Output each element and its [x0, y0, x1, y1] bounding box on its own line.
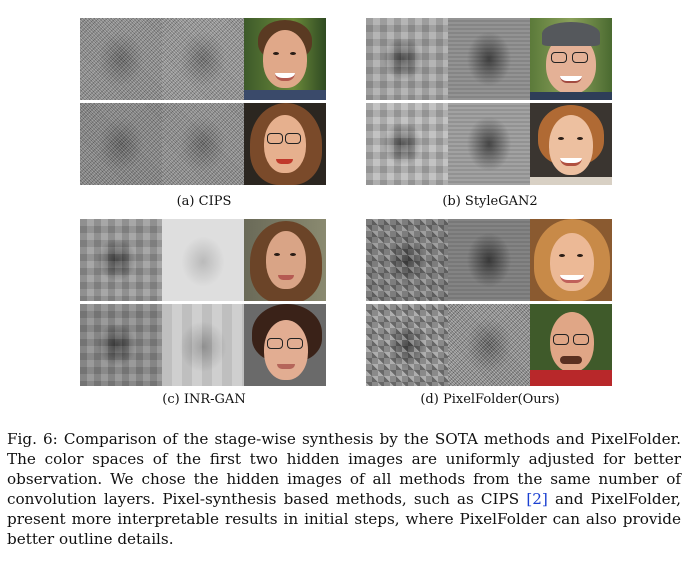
output-face-image: [244, 304, 326, 386]
citation-link[interactable]: [2]: [526, 490, 548, 508]
panel-stylegan2: [366, 18, 612, 185]
hidden-image-stage1: [366, 18, 448, 100]
figure-caption: Fig. 6: Comparison of the stage-wise syn…: [7, 429, 681, 549]
output-face-image: [244, 103, 326, 185]
hidden-image-stage2: [448, 304, 530, 386]
panel-caption: (a) CIPS: [176, 194, 232, 209]
hidden-image-stage2: [162, 304, 244, 386]
hidden-image-stage1: [366, 219, 448, 301]
panel-inr-gan: [80, 219, 326, 386]
hidden-image-stage2: [448, 18, 530, 100]
hidden-image-stage1: [80, 103, 162, 185]
hidden-image-stage2: [162, 18, 244, 100]
output-face-image: [530, 18, 612, 100]
hidden-image-stage1: [80, 18, 162, 100]
caption-text: Fig. 6: Comparison of the stage-wise syn…: [7, 430, 681, 508]
hidden-image-stage1: [80, 304, 162, 386]
hidden-image-stage2: [448, 103, 530, 185]
panel-caption: (b) StyleGAN2: [442, 194, 538, 209]
hidden-image-stage1: [366, 304, 448, 386]
hidden-image-stage2: [448, 219, 530, 301]
panel-caption: (d) PixelFolder(Ours): [420, 392, 560, 407]
panel-pixelfolder: [366, 219, 612, 386]
hidden-image-stage2: [162, 103, 244, 185]
hidden-image-stage1: [366, 103, 448, 185]
output-face-image: [244, 219, 326, 301]
output-face-image: [244, 18, 326, 100]
panel-caption: (c) INR-GAN: [162, 392, 246, 407]
hidden-image-stage1: [80, 219, 162, 301]
output-face-image: [530, 219, 612, 301]
panel-cips: [80, 18, 326, 185]
hidden-image-stage2: [162, 219, 244, 301]
output-face-image: [530, 304, 612, 386]
caption-text-continued: and PixelFolder, present more interpreta…: [7, 490, 682, 548]
output-face-image: [530, 103, 612, 185]
